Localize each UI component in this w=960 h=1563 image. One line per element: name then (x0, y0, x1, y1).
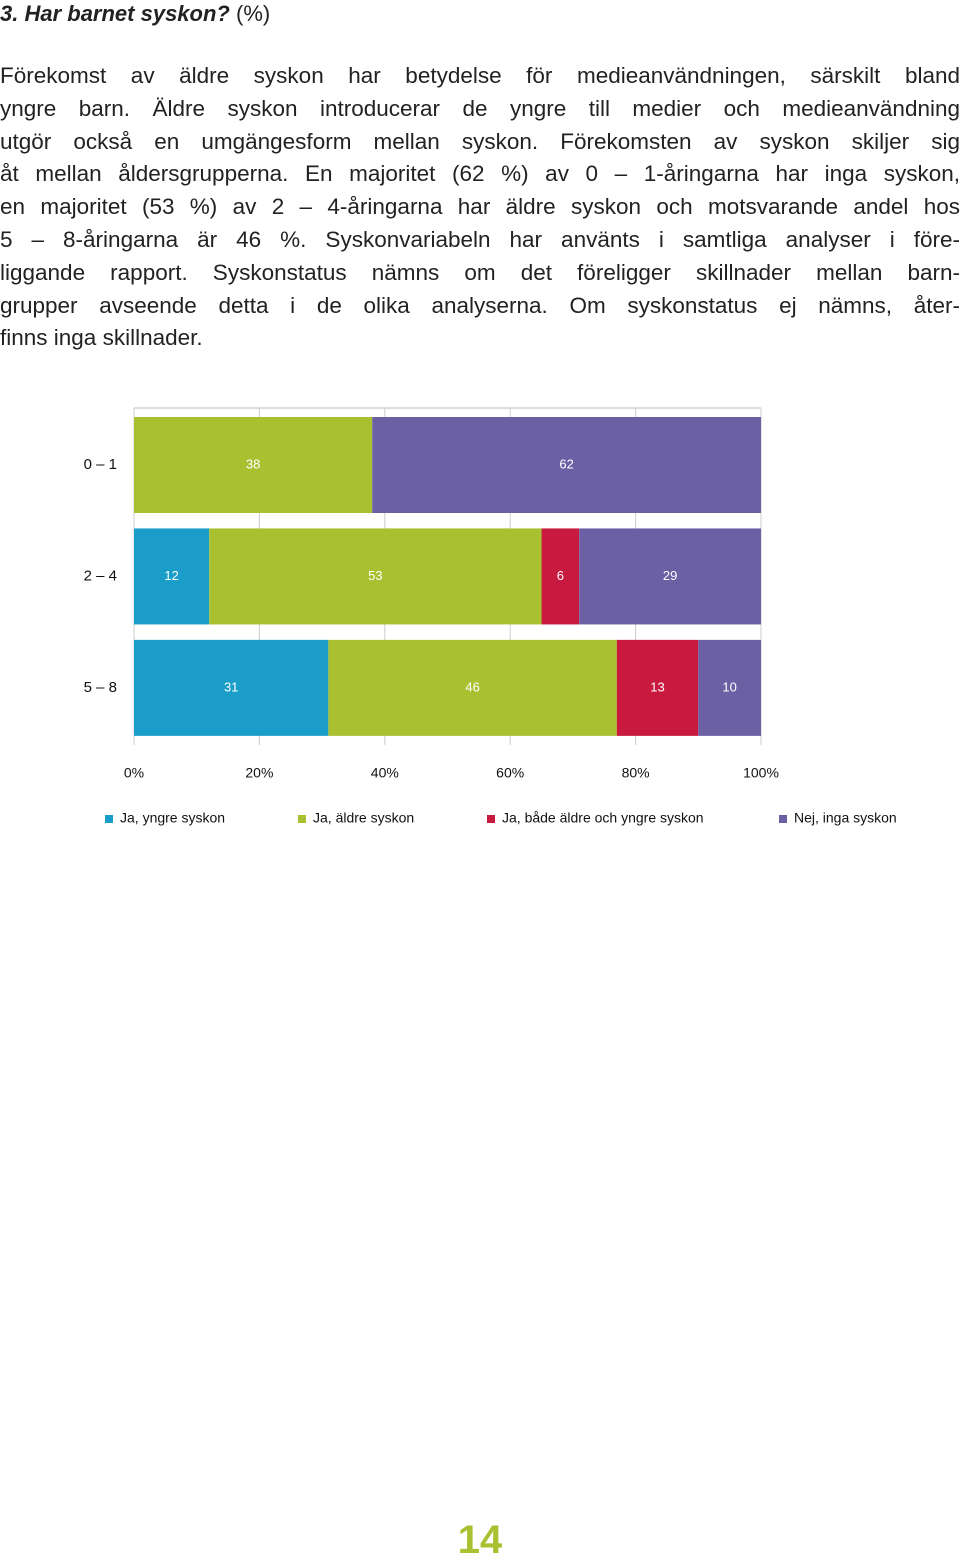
value-label: 38 (246, 456, 260, 471)
paragraph-line: liggande rapport. Syskonstatus nämns om … (0, 259, 960, 285)
legend-swatch (298, 815, 306, 823)
value-label: 53 (368, 568, 382, 583)
value-label: 29 (663, 568, 677, 583)
value-label: 46 (465, 679, 479, 694)
value-label: 62 (559, 456, 573, 471)
value-label: 31 (224, 679, 238, 694)
value-label: 13 (650, 679, 664, 694)
heading-main: 3. Har barnet syskon? (0, 1, 230, 26)
x-tick-label: 60% (496, 765, 524, 781)
bar-segment (209, 528, 542, 625)
y-tick-label: 0 – 1 (84, 456, 117, 473)
paragraph-line: Förekomst av äldre syskon har betydelse … (0, 63, 960, 88)
page-number: 14 (457, 1518, 503, 1562)
value-label: 6 (557, 568, 564, 583)
heading: 3. Har barnet syskon? (%) (0, 0, 270, 28)
legend-label: Ja, äldre syskon (313, 810, 414, 826)
bar-segment (579, 528, 761, 625)
bar-segment (616, 639, 699, 736)
bar-segment (134, 639, 329, 736)
bar-segment (698, 639, 761, 736)
paragraph-line: grupper avseende detta i de olika analys… (0, 292, 960, 318)
legend-swatch (487, 815, 495, 823)
paragraph: Förekomst av äldre syskon har betydelse … (0, 60, 960, 355)
paragraph-line: finns inga skillnader. (0, 325, 203, 351)
bar-segment (372, 417, 761, 513)
paragraph-line: en majoritet (53 %) av 2 – 4-åringarna h… (0, 194, 960, 220)
paragraph-line: yngre barn. Äldre syskon introducerar de… (0, 95, 960, 121)
legend-label: Nej, inga syskon (794, 810, 897, 826)
x-tick-label: 80% (622, 765, 650, 781)
legend-swatch (779, 815, 787, 823)
x-tick-label: 100% (743, 765, 779, 781)
value-label: 10 (722, 679, 736, 694)
bar-segment (328, 639, 617, 736)
legend-label: Ja, både äldre och yngre syskon (502, 810, 704, 826)
bar-segment (134, 417, 373, 513)
paragraph-line: 5 – 8-åringarna är 46 %. Syskonvariabeln… (0, 226, 960, 252)
bar-segment (134, 528, 210, 625)
chart: 0% 20% 40% 60% 80% 100% 0 – 1 38 62 2 – 4 12 53 6 29 5… (84, 407, 897, 826)
x-tick-label: 40% (371, 765, 399, 781)
x-tick-label: 0% (124, 765, 144, 781)
legend-swatch (105, 815, 113, 823)
y-tick-label: 5 – 8 (84, 679, 117, 696)
legend-label: Ja, yngre syskon (120, 810, 225, 826)
value-label: 12 (164, 568, 178, 583)
heading-suffix: (%) (236, 1, 271, 26)
bar-segment (541, 528, 580, 625)
x-tick-label: 20% (245, 765, 273, 781)
y-tick-label: 2 – 4 (84, 567, 117, 584)
paragraph-line: åt mellan åldersgrupperna. En majoritet … (0, 161, 960, 187)
paragraph-line: utgör också en umgängesform mellan sysko… (0, 128, 960, 154)
